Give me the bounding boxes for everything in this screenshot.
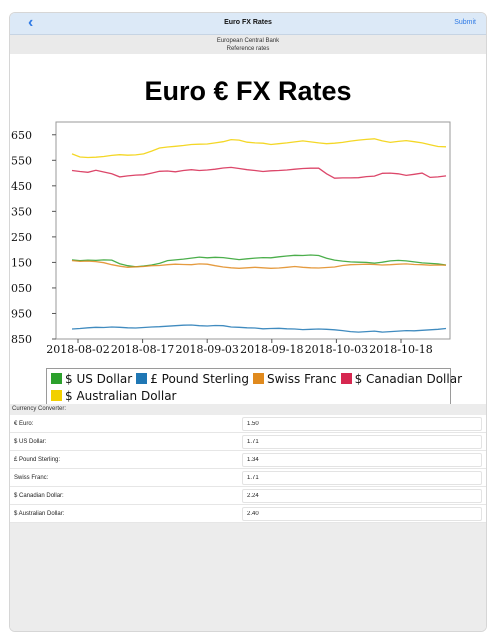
legend-label: $ Australian Dollar	[65, 389, 177, 403]
source-line-1: European Central Bank	[216, 38, 280, 44]
plot-frame	[55, 121, 451, 340]
y-tick-label: 1.150	[10, 256, 32, 269]
legend-item: $ Australian Dollar	[51, 388, 177, 405]
converter-amount-input[interactable]	[242, 453, 482, 467]
chart-legend: $ US Dollar £ Pound Sterling Swiss Franc $ …	[46, 368, 462, 407]
y-tick-label: 1.450	[10, 180, 32, 193]
y-tick-label: 0.950	[10, 307, 32, 320]
chart-area: Euro € FX Rates 0.850 0.950 1.050 1.150 1.25…	[10, 54, 486, 407]
app-window: ‹ Euro FX Rates Submit European Central …	[9, 12, 487, 632]
x-tick-label: 2018-10-18	[369, 343, 432, 356]
converter-row: € Euro:	[10, 415, 486, 433]
series-line-pound-sterling	[71, 324, 447, 333]
converter-amount-input[interactable]	[242, 507, 482, 521]
converter-amount-input[interactable]	[242, 489, 482, 503]
legend-label: Swiss Franc	[266, 372, 337, 386]
converter-label: $ US Dollar:	[14, 439, 47, 445]
converter-label: $ Canadian Dollar:	[14, 493, 64, 499]
converter-label: Swiss Franc:	[14, 475, 49, 481]
x-tick-label: 2018-09-03	[175, 343, 238, 356]
submit-button[interactable]: Submit	[454, 19, 476, 26]
x-tick-label: 2018-09-18	[240, 343, 303, 356]
nav-title: Euro FX Rates	[224, 19, 272, 26]
y-tick-label: 1.650	[10, 129, 32, 142]
converter-label: £ Pound Sterling:	[14, 457, 61, 463]
converter-label: € Euro:	[14, 421, 34, 427]
converter-amount-input[interactable]	[242, 435, 482, 449]
chevron-left-icon: ‹	[28, 14, 34, 31]
navigation-bar: ‹ Euro FX Rates Submit	[10, 13, 486, 35]
series-line-swiss-franc	[71, 259, 447, 269]
y-tick-label: 1.050	[10, 282, 32, 295]
converter-row: $ Australian Dollar:	[10, 505, 486, 523]
y-tick-label: 1.250	[10, 231, 32, 244]
legend-swatch	[136, 373, 148, 384]
converter-header: Currency Converter:	[12, 406, 67, 412]
fx-rates-chart: 0.850 0.950 1.050 1.150 1.250 1.350 1.450 1.550…	[10, 121, 451, 356]
converter-amount-input[interactable]	[242, 417, 482, 431]
back-button[interactable]: ‹	[28, 15, 33, 31]
legend-swatch	[51, 373, 62, 384]
legend-label: $ Canadian Dollar	[354, 372, 462, 386]
legend-item: $ US Dollar	[51, 371, 132, 388]
converter-row: $ US Dollar:	[10, 433, 486, 451]
source-subheader: European Central Bank Reference rates	[10, 35, 486, 54]
converter-amount-input[interactable]	[242, 471, 482, 485]
currency-converter: Currency Converter: € Euro: $ US Dollar: £…	[10, 404, 486, 631]
converter-row: £ Pound Sterling:	[10, 451, 486, 469]
legend-swatch	[340, 373, 352, 384]
legend-label: $ US Dollar	[65, 372, 133, 386]
legend-label: £ Pound Sterling	[150, 372, 249, 386]
x-tick-label: 2018-08-02	[46, 343, 109, 356]
series-line-australian-dollar	[71, 138, 447, 159]
x-tick-label: 2018-08-17	[111, 343, 174, 356]
x-tick-label: 2018-10-03	[305, 343, 368, 356]
y-tick-label: 0.850	[10, 333, 32, 346]
legend-swatch	[51, 390, 62, 401]
source-line-2: Reference rates	[226, 46, 270, 52]
legend-item: £ Pound Sterling	[136, 371, 249, 388]
legend-row: $ US Dollar £ Pound Sterling Swiss Franc $ …	[51, 371, 462, 388]
converter-row: $ Canadian Dollar:	[10, 487, 486, 505]
legend-row: $ Australian Dollar	[51, 388, 450, 405]
legend-swatch	[252, 373, 264, 384]
legend-item: $ Canadian Dollar	[340, 371, 462, 388]
converter-row: Swiss Franc:	[10, 469, 486, 487]
y-tick-label: 1.350	[10, 205, 32, 218]
y-tick-label: 1.550	[10, 154, 32, 167]
series-line-canadian-dollar	[71, 166, 447, 179]
page-title: Euro € FX Rates	[144, 76, 352, 106]
converter-rows: € Euro: $ US Dollar: £ Pound Sterling: Swis…	[10, 415, 486, 523]
legend-item: Swiss Franc	[252, 371, 337, 388]
converter-label: $ Australian Dollar:	[14, 511, 65, 517]
